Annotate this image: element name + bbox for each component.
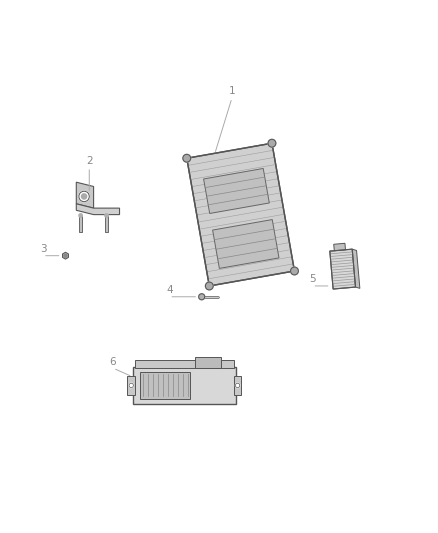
Bar: [134, 360, 234, 368]
Circle shape: [199, 294, 205, 300]
Bar: [234, 376, 241, 394]
Text: 2: 2: [86, 156, 92, 166]
Text: 3: 3: [40, 244, 46, 254]
Circle shape: [79, 191, 89, 201]
Circle shape: [183, 155, 191, 162]
Circle shape: [79, 214, 82, 217]
Polygon shape: [330, 249, 356, 289]
Circle shape: [236, 383, 240, 387]
Text: 4: 4: [166, 285, 173, 295]
Polygon shape: [187, 143, 294, 286]
Bar: [105, 215, 108, 232]
Circle shape: [81, 194, 87, 199]
Circle shape: [105, 214, 108, 217]
Circle shape: [205, 282, 213, 290]
Text: 5: 5: [309, 274, 316, 285]
Polygon shape: [212, 220, 279, 269]
Text: 1: 1: [229, 86, 235, 96]
Polygon shape: [352, 249, 360, 288]
Polygon shape: [334, 243, 346, 251]
Bar: [195, 357, 221, 368]
Polygon shape: [76, 182, 94, 208]
Text: 6: 6: [110, 357, 117, 367]
Circle shape: [129, 383, 134, 387]
Bar: [133, 367, 236, 404]
Polygon shape: [63, 252, 68, 259]
Circle shape: [268, 139, 276, 147]
Bar: [127, 376, 135, 394]
Polygon shape: [204, 168, 269, 214]
Circle shape: [64, 254, 67, 257]
Bar: [140, 372, 190, 399]
Bar: [79, 215, 82, 232]
Polygon shape: [76, 204, 120, 215]
Circle shape: [290, 267, 298, 275]
